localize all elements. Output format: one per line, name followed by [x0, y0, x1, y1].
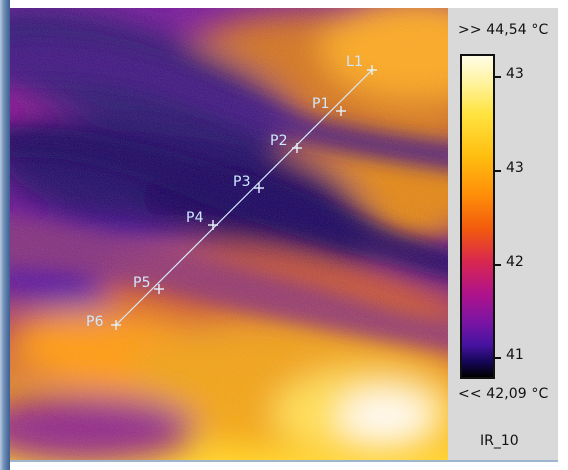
temperature-scale-panel: >> 44,54 °C 43 43 42 41 << 42,09 °C IR_1…	[448, 8, 558, 460]
window-left-edge	[0, 0, 10, 470]
marker-p6-label: P6	[86, 314, 104, 330]
thermal-image[interactable]: L1 P1 P2 P3 P4 P5 P6	[10, 8, 448, 460]
scale-tick-4	[495, 357, 501, 359]
marker-p3-label: P3	[233, 174, 251, 190]
thermal-noise	[10, 8, 448, 460]
scale-tick-3	[495, 264, 501, 266]
scale-tick-label-2: 43	[506, 160, 524, 176]
scale-tick-2	[495, 170, 501, 172]
marker-p5[interactable]: P5	[133, 275, 164, 294]
measurement-line-l1[interactable]	[115, 69, 373, 326]
marker-p3[interactable]: P3	[233, 174, 264, 193]
scale-tick-label-1: 43	[506, 66, 524, 82]
thermal-image-area[interactable]: L1 P1 P2 P3 P4 P5 P6	[10, 8, 448, 460]
marker-p1-label: P1	[312, 96, 330, 112]
scale-tick-1	[495, 76, 501, 78]
max-temperature-label: >> 44,54 °C	[458, 22, 549, 38]
marker-p6[interactable]: P6	[86, 314, 121, 330]
min-temperature-label: << 42,09 °C	[458, 386, 549, 402]
marker-l1-label: L1	[346, 54, 363, 70]
window-bottom-edge	[10, 460, 558, 462]
marker-l1[interactable]: L1	[346, 54, 377, 75]
marker-p1[interactable]: P1	[312, 96, 346, 116]
marker-p4[interactable]: P4	[186, 210, 218, 230]
color-scale-bar	[460, 54, 495, 379]
scale-tick-label-4: 41	[506, 347, 524, 363]
scale-tick-label-3: 42	[506, 254, 524, 270]
measurement-overlay: L1 P1 P2 P3 P4 P5 P6	[86, 54, 377, 330]
image-name-label: IR_10	[480, 433, 519, 449]
marker-p2-label: P2	[270, 133, 288, 149]
marker-p4-label: P4	[186, 210, 204, 226]
marker-p2[interactable]: P2	[270, 133, 302, 153]
marker-p5-label: P5	[133, 275, 151, 291]
